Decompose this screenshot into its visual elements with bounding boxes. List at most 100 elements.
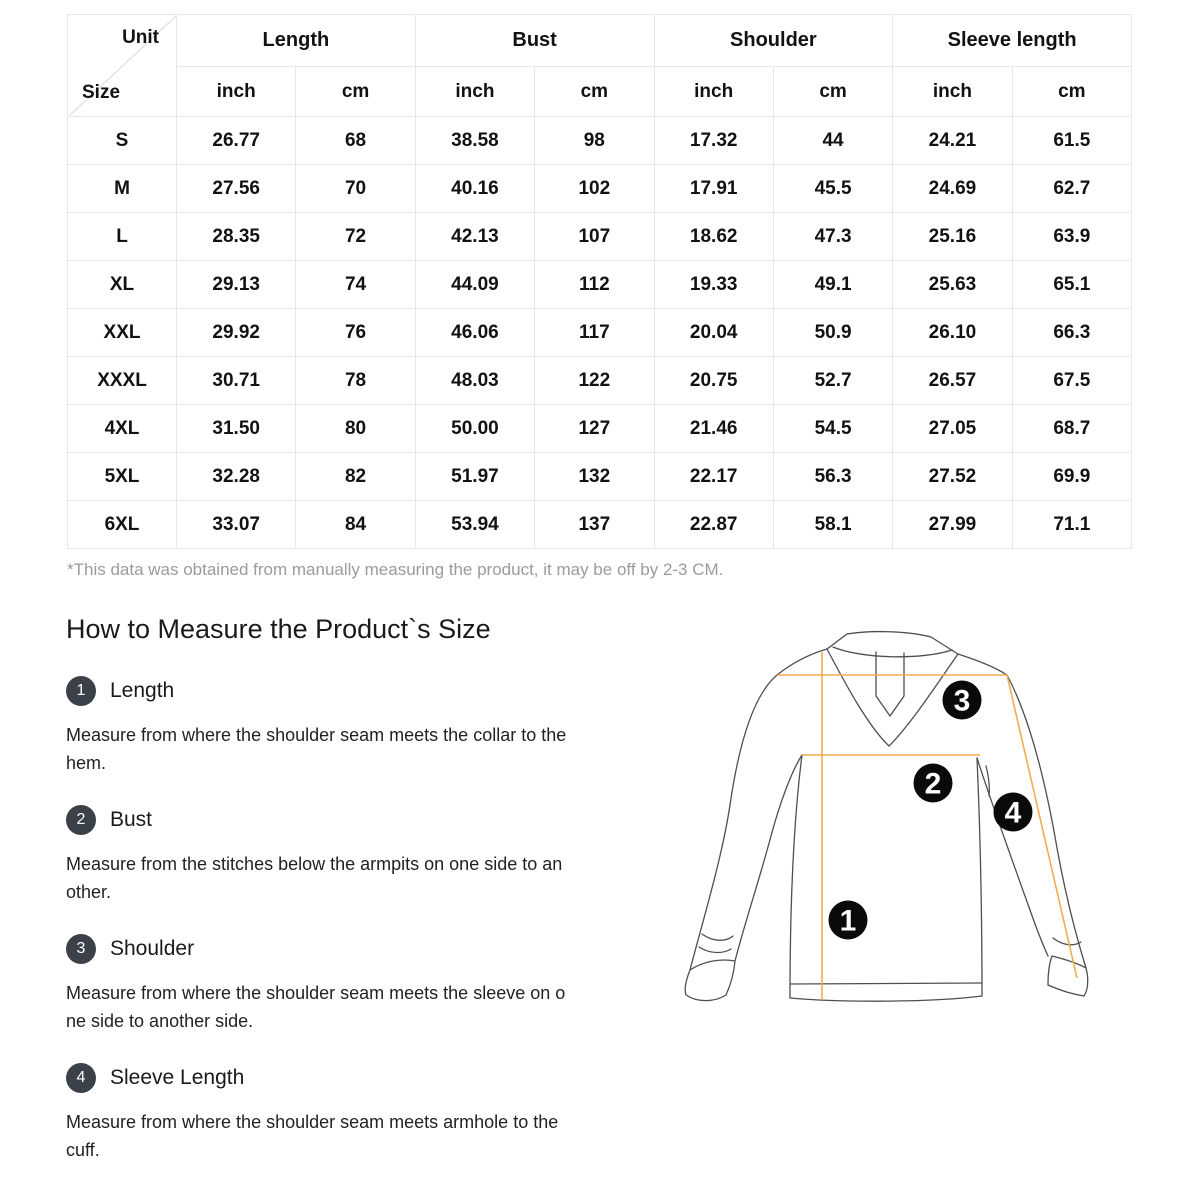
step-number-badge: 4 [66,1063,96,1093]
instruction-text-line: Measure from where the shoulder seam mee… [66,1112,559,1132]
measurement-lines [777,652,1078,1000]
measurement-cell: 29.13 [175,260,297,309]
column-group-shoulder: Shoulder [653,14,894,67]
measurement-cell: 102 [534,164,655,213]
size-chart-table: Unit Size Length Bust Shoulder Sleeve le… [67,14,1133,549]
measurement-cell: 32.28 [175,452,297,501]
measurement-cell: 42.13 [414,212,536,261]
instruction-text-line: Measure from where the shoulder seam mee… [66,983,566,1003]
instruction-text-line: Measure from where the shoulder seam mee… [66,725,567,745]
step-number-badge: 3 [66,934,96,964]
marker-sleeve-length: 4 [993,792,1033,832]
measurement-cell: 50.9 [772,308,894,357]
svg-text:4: 4 [1005,797,1022,830]
measurement-cell: 21.46 [653,404,774,453]
measurement-cell: 52.7 [772,356,894,405]
measurement-cell: 45.5 [772,164,894,213]
measurement-cell: 61.5 [1011,116,1133,165]
table-row: XL 29.13 74 44.09 112 19.33 49.1 25.63 65.1 [67,260,1133,309]
size-label: 4XL [67,404,177,453]
measurement-cell: 22.87 [653,500,774,549]
measurement-cell: 47.3 [772,212,894,261]
measurement-cell: 127 [534,404,655,453]
measurement-cell: 71.1 [1011,500,1133,549]
size-label: S [67,116,177,165]
instruction-shoulder: 3 Shoulder Measure from where the should… [66,934,666,1035]
size-label: 5XL [67,452,177,501]
measurement-cell: 22.17 [653,452,774,501]
marker-length: 1 [828,900,868,940]
instruction-title: Sleeve Length [110,1066,245,1089]
measurement-cell: 117 [534,308,655,357]
step-number-badge: 2 [66,805,96,835]
measurement-cell: 29.92 [175,308,297,357]
measurement-cell: 27.56 [175,164,297,213]
measurement-cell: 82 [295,452,416,501]
marker-shoulder: 3 [942,680,982,720]
measurement-cell: 80 [295,404,416,453]
instruction-text-line: Measure from the stitches below the armp… [66,854,563,874]
table-row: XXXL 30.71 78 48.03 122 20.75 52.7 26.57 67.5 [67,356,1133,405]
measurement-cell: 98 [534,116,655,165]
shirt-outline [684,630,1089,1002]
measurement-cell: 74 [295,260,416,309]
measurement-cell: 122 [534,356,655,405]
measurement-cell: 33.07 [175,500,297,549]
table-row: S 26.77 68 38.58 98 17.32 44 24.21 61.5 [67,116,1133,165]
shirt-measure-diagram: 1 2 3 4 [684,630,1089,1002]
measurement-cell: 48.03 [414,356,536,405]
measurement-disclaimer: *This data was obtained from manually me… [67,560,724,579]
unit-header-inch: inch [175,66,297,117]
measurement-cell: 76 [295,308,416,357]
table-row: M 27.56 70 40.16 102 17.91 45.5 24.69 62.7 [67,164,1133,213]
unit-header-cm: cm [534,66,655,117]
measurement-cell: 65.1 [1011,260,1133,309]
measurement-cell: 24.21 [892,116,1013,165]
instruction-bust: 2 Bust Measure from the stitches below t… [66,805,666,906]
table-row: 4XL 31.50 80 50.00 127 21.46 54.5 27.05 68.7 [67,404,1133,453]
measurement-cell: 31.50 [175,404,297,453]
measurement-cell: 51.97 [414,452,536,501]
column-group-length: Length [176,14,416,67]
measurement-cell: 44 [772,116,894,165]
instruction-text-line: hem. [66,753,107,773]
measurement-cell: 67.5 [1011,356,1133,405]
table-row: L 28.35 72 42.13 107 18.62 47.3 25.16 63.9 [67,212,1133,261]
size-label: M [67,164,177,213]
unit-size-corner-cell: Unit Size [67,14,177,117]
measurement-cell: 62.7 [1011,164,1133,213]
diagram-markers: 1 2 3 4 [828,680,1033,940]
measurement-cell: 26.77 [175,116,297,165]
table-row: 6XL 33.07 84 53.94 137 22.87 58.1 27.99 71.1 [67,500,1133,549]
measurement-cell: 38.58 [414,116,536,165]
step-number-badge: 1 [66,676,96,706]
instruction-title: Shoulder [110,937,195,960]
measurement-cell: 18.62 [653,212,774,261]
measurement-cell: 19.33 [653,260,774,309]
measurement-cell: 137 [534,500,655,549]
measurement-cell: 70 [295,164,416,213]
measurement-cell: 17.91 [653,164,774,213]
table-body: S 26.77 68 38.58 98 17.32 44 24.21 61.5 M 27.56 70 4… [67,116,1133,549]
unit-header-inch: inch [414,66,536,117]
measurement-cell: 25.63 [892,260,1013,309]
unit-header-inch: inch [892,66,1013,117]
measurement-cell: 46.06 [414,308,536,357]
measurement-cell: 72 [295,212,416,261]
measurement-cell: 26.10 [892,308,1013,357]
measurement-cell: 84 [295,500,416,549]
instruction-title: Bust [110,808,153,831]
measurement-cell: 56.3 [772,452,894,501]
instruction-sleeve-length: 4 Sleeve Length Measure from where the s… [66,1063,666,1164]
measurement-cell: 112 [534,260,655,309]
size-label: XXXL [67,356,177,405]
measurement-cell: 49.1 [772,260,894,309]
svg-text:1: 1 [840,905,857,938]
measurement-cell: 107 [534,212,655,261]
instruction-title: Length [110,679,175,702]
measurement-cell: 26.57 [892,356,1013,405]
sleeve-measure-line [1006,674,1078,979]
measurement-cell: 58.1 [772,500,894,549]
measurement-cell: 44.09 [414,260,536,309]
